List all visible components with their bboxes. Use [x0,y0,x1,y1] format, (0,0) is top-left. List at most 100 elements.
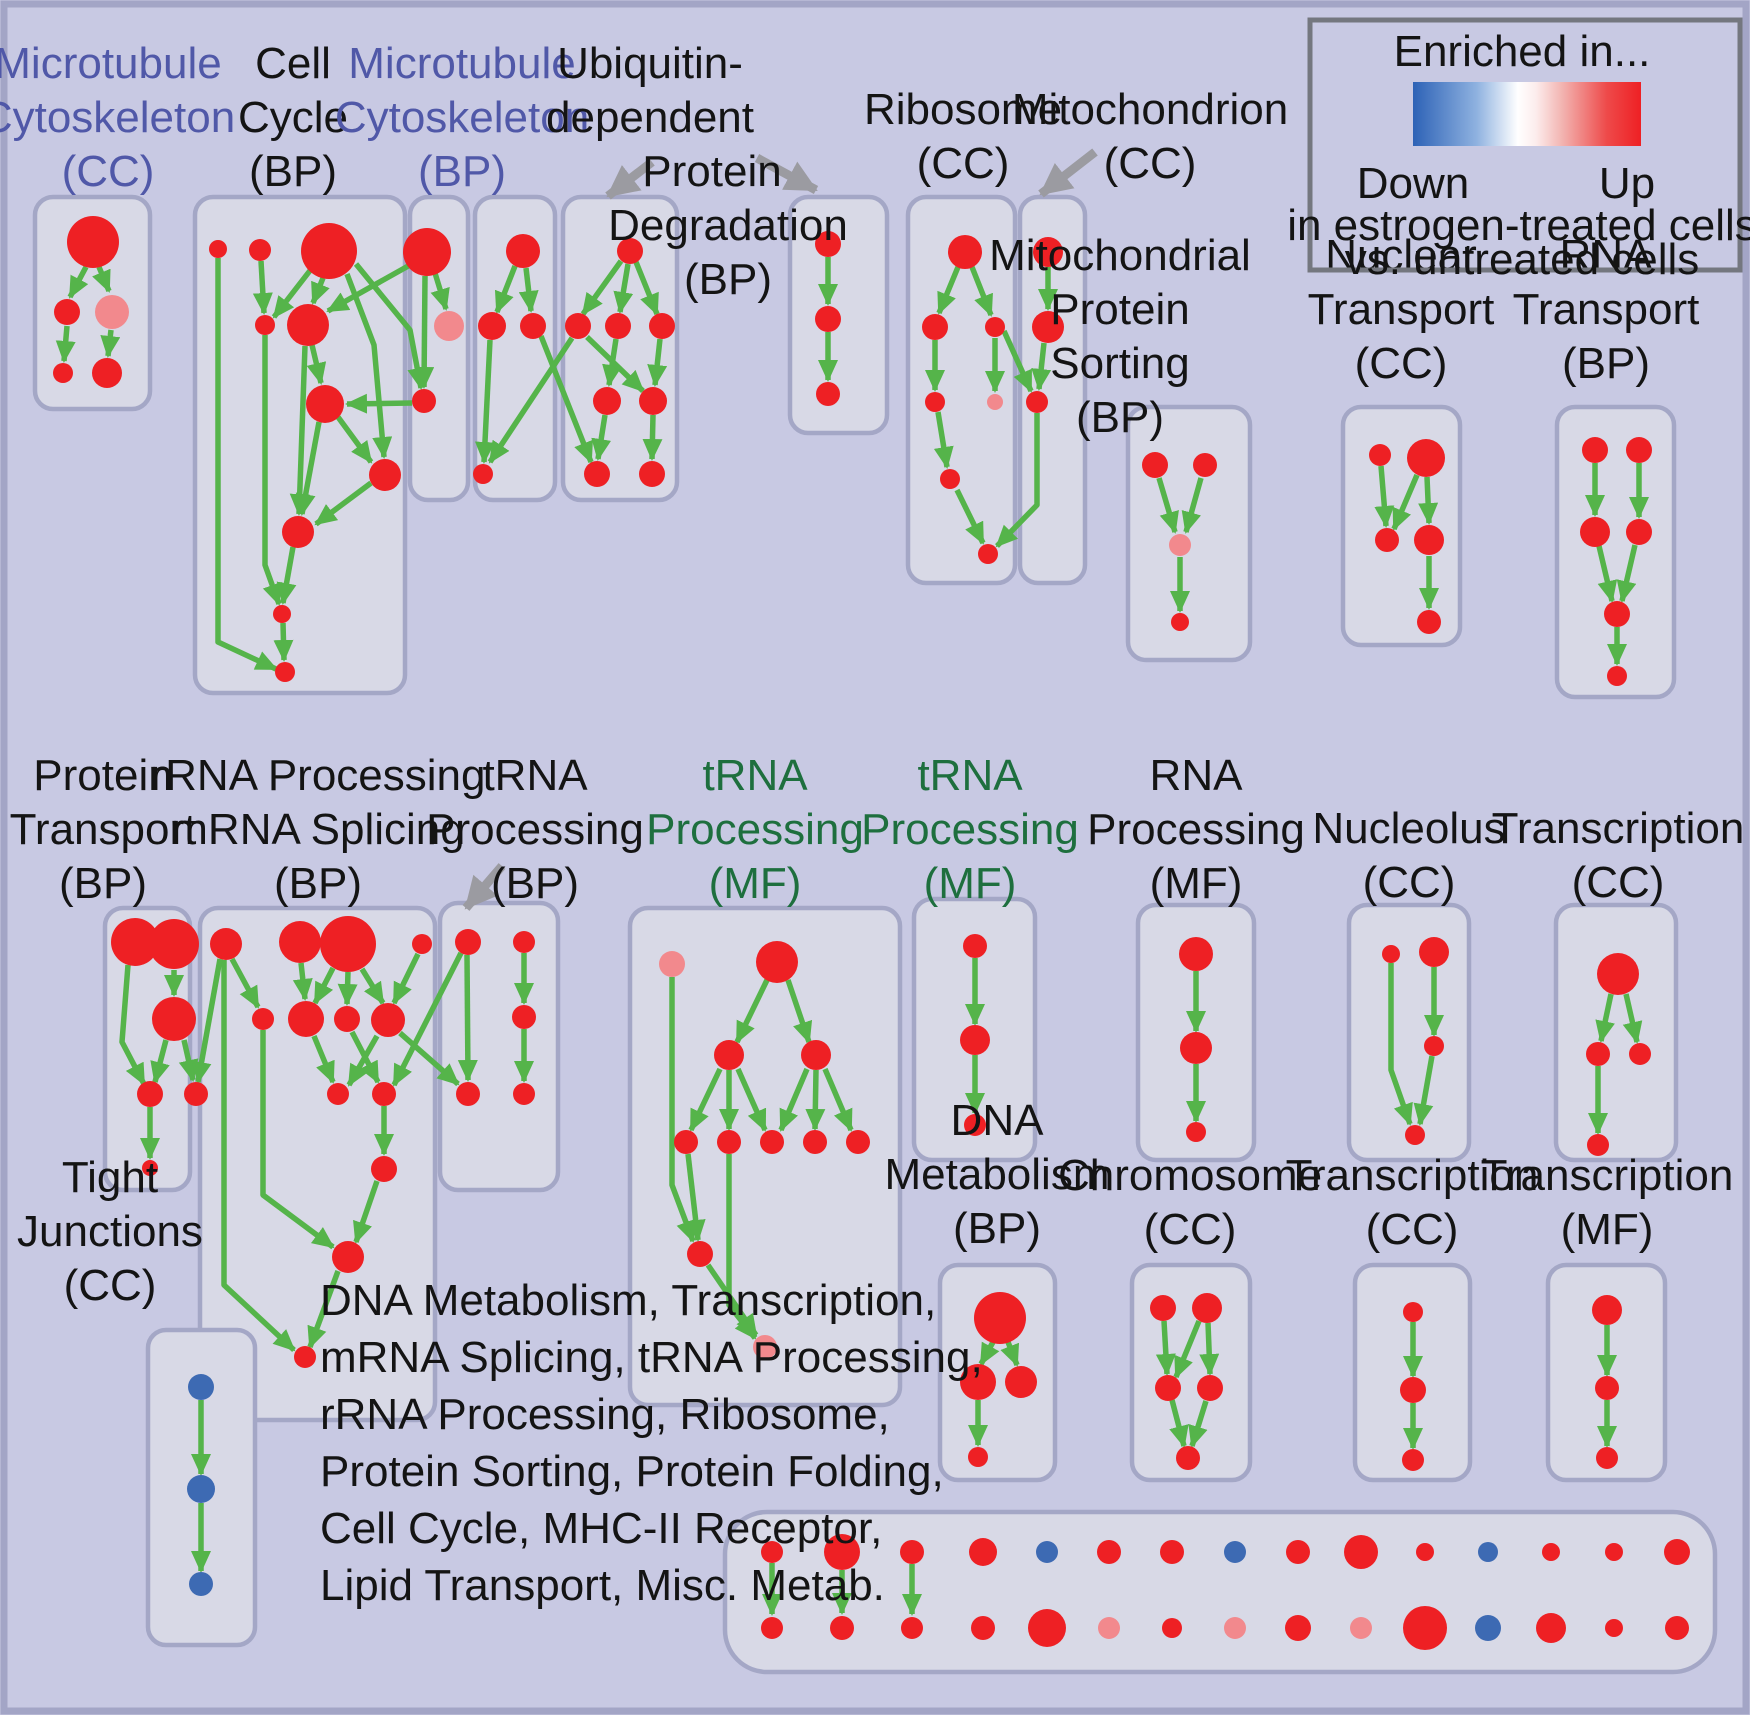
edge-arrow-transcription-cc-mid [1595,993,1615,1043]
go-term-node-rna-transport-bp [1607,666,1627,686]
go-term-node-trna-mf-small [960,1025,990,1055]
cross-box-edge-arrow [487,336,575,464]
edge-arrow-ubiquitin-degradation-a [474,339,495,464]
go-term-node-mixed-summary [1665,1616,1689,1640]
go-term-node-mixed-summary [1416,1543,1434,1561]
go-term-node-mixed-summary [1097,1540,1121,1564]
go-term-node-trna-bp [455,929,481,955]
go-term-node-mito-protein-sorting [1193,453,1217,477]
go-term-node-rrna-mrna-bp [412,934,432,954]
go-term-node-mito-protein-sorting [1169,534,1191,556]
go-term-node-protein-transport-bp [149,919,199,969]
go-term-node-ubiquitin-degradation-b [584,461,610,487]
go-term-node-ribosome-cc [925,392,945,412]
go-term-node-ubiquitin-degradation-b [649,313,675,339]
label-ribosome-cc: Ribosome (CC) [864,85,1062,188]
go-term-node-mixed-summary [1285,1615,1311,1641]
edge-arrow-rrna-mrna-bp [337,971,358,1006]
edge-arrow-ubiquitin-degradation-b [591,414,612,461]
legend-box [1307,17,1743,273]
go-term-node-microtubule-cc [92,358,122,388]
go-term-node-cell-cycle-bp [209,240,227,258]
edge-arrow-ubiquitin-degradation-b [580,259,624,316]
label-pointer-arrow [754,154,819,194]
go-term-node-trna-mf-large [846,1130,870,1154]
label-chromosome-cc: Chromosome (CC) [1058,1151,1322,1254]
go-term-node-tight-junctions-cc [188,1374,214,1400]
label-mito-protein-sorting: Mitochondrial Protein Sorting (BP) [989,231,1251,442]
go-term-node-chromosome-cc [1155,1375,1181,1401]
edge-arrow-cell-cycle-bp [271,266,315,319]
go-term-node-ubiquitin-degradation-b [565,313,591,339]
go-term-node-ubiquitin-degradation-c [816,382,840,406]
label-trna-mf-1: tRNA Processing (MF) [646,751,864,908]
cross-box-edge-arrow [345,393,413,414]
edge-arrow-ubiquitin-degradation-b [613,263,634,314]
layer-labels: Microtubule Cytoskeleton (CC)Cell Cycle (BP)… [0,17,1750,1610]
layer-edges [55,148,1649,1616]
go-term-node-cell-cycle-bp [255,315,275,335]
edge-arrow-protein-transport-bp [178,1039,199,1082]
go-term-node-ubiquitin-degradation-b [605,313,631,339]
label-dna-metabolism-bp: DNA Metabolism (BP) [885,1096,1110,1253]
edge-arrow-microtubule-cc [55,325,76,363]
layer-nodes [53,216,1690,1650]
go-term-node-transcription-mf [1595,1376,1619,1400]
go-term-node-cell-cycle-bp [306,385,344,423]
go-term-node-mixed-summary [1542,1543,1560,1561]
edge-arrow-cell-cycle-bp [310,276,330,305]
go-term-node-microtubule-cc [67,216,119,268]
label-ubiquitin-degr: Degradation (BP) [608,201,848,304]
go-term-node-ubiquitin-degradation-a [473,464,493,484]
go-term-node-mixed-summary [1536,1613,1566,1643]
go-term-node-trna-mf-large [717,1130,741,1154]
go-term-node-transcription-cc-mid [1587,1134,1609,1156]
edge-arrow-dna-metabolism-bp [978,1340,1000,1366]
go-term-node-cell-cycle-bp [249,239,271,261]
go-term-node-mixed-summary [1478,1542,1498,1562]
legend-gradient-bar [1413,82,1641,146]
edge-arrow-rrna-mrna-bp [292,962,313,1001]
label-summary-note: DNA Metabolism, Transcription, mRNA Splic… [320,1276,983,1610]
edge-arrow-cell-cycle-bp [295,421,322,516]
edge-arrow-microtubule-cc [92,265,112,293]
go-term-node-mixed-summary [971,1616,995,1640]
edge-arrow-microtubule-cc [100,329,121,358]
go-term-node-microtubule-bp [434,311,464,341]
go-term-node-mixed-summary [1403,1606,1447,1650]
go-term-node-nuclear-transport-cc [1375,528,1399,552]
edge-arrow-cell-cycle-bp [273,622,294,662]
edge-arrow-mitochondrion-cc [1031,342,1052,391]
edge-arrow-rrna-mrna-bp [229,957,261,1009]
edge-arrow-microtubule-bp [414,275,435,389]
go-term-node-transcription-cc-bot [1400,1377,1426,1403]
go-term-node-rna-processing-mf [1186,1122,1206,1142]
label-microtubule-bp: Microtubule Cytoskeleton (BP) [335,39,589,196]
edge-arrow-chromosome-cc [1188,1400,1209,1448]
go-term-node-ribosome-cc [985,317,1005,337]
go-term-node-rrna-mrna-bp [210,928,242,960]
edge-arrow-trna-mf-large [778,1067,810,1132]
go-term-node-transcription-mf [1596,1447,1618,1469]
go-term-node-mixed-summary [761,1541,783,1563]
go-term-node-mixed-summary [901,1617,923,1639]
go-term-node-transcription-mf [1592,1295,1622,1325]
go-term-node-cell-cycle-bp [287,304,329,346]
go-term-node-trna-bp [512,1005,536,1029]
label-cell-cycle-bp: Cell Cycle (BP) [238,39,348,196]
edge-arrow-transcription-cc-mid [1622,993,1643,1044]
go-term-node-ubiquitin-degradation-a [520,313,546,339]
go-term-node-trna-bp [513,931,535,953]
edge-arrow-ubiquitin-degradation-a [494,264,518,314]
edge-arrow-trna-bp [457,954,478,1082]
go-term-node-trna-mf-large [674,1130,698,1154]
go-term-node-ubiquitin-degradation-a [478,312,506,340]
go-term-node-nucleolus-cc [1424,1036,1444,1056]
edge-arrow-ubiquitin-degradation-a [518,267,539,313]
edge-arrow-microtubule-bp [430,272,450,311]
go-term-node-mixed-summary [1162,1618,1182,1638]
go-term-node-rrna-mrna-bp [334,1006,360,1032]
go-term-node-chromosome-cc [1150,1295,1176,1321]
go-term-node-nuclear-transport-cc [1407,439,1445,477]
